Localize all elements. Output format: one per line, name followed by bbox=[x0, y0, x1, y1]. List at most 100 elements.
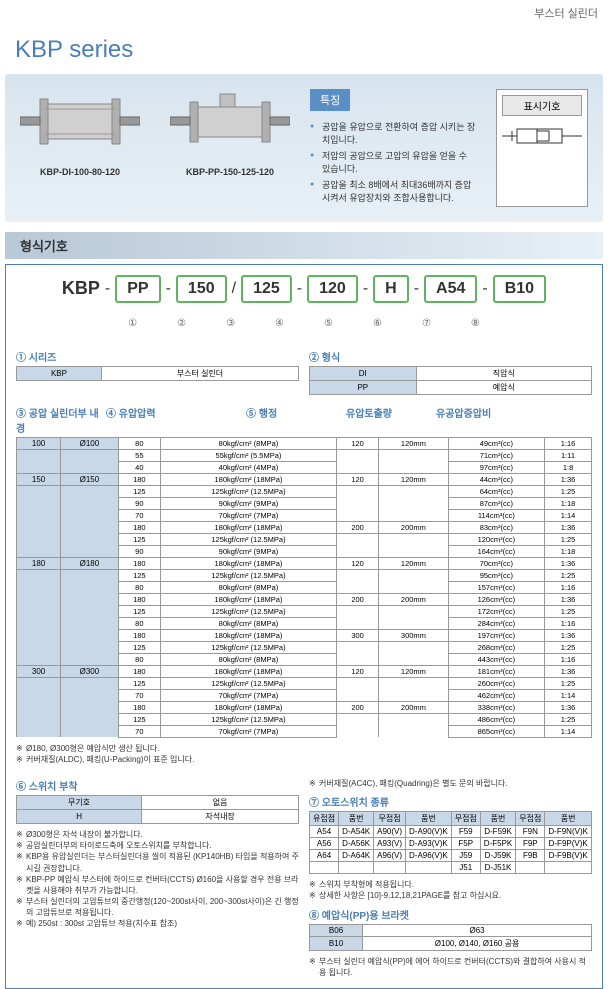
t6-title: ⑥ 스위치 부착 bbox=[16, 778, 299, 793]
main-cell bbox=[336, 677, 378, 689]
main-cell: 49cm³(cc) bbox=[448, 437, 544, 449]
t6r2: 자석내장 bbox=[142, 809, 299, 823]
t1-h: KBP bbox=[17, 366, 102, 380]
t2-r2: 예압식 bbox=[416, 380, 591, 394]
t7-cell: J51 bbox=[451, 862, 480, 874]
t2-h2: 직압식 bbox=[416, 366, 591, 380]
model-prefix: KBP bbox=[62, 278, 100, 299]
main-cell: 180 bbox=[118, 701, 160, 713]
hero-images: KBP-DI-100-80-120 KBP-PP-150-125-120 bbox=[20, 89, 290, 207]
t7-cell: F9P bbox=[516, 838, 545, 850]
main-cell bbox=[17, 533, 61, 545]
main-cell bbox=[61, 605, 119, 617]
main-cell: 180kgf/cm² (18MPa) bbox=[160, 593, 336, 605]
main-cell bbox=[379, 509, 448, 521]
main-cell: 1:25 bbox=[545, 713, 592, 725]
note-item: 커버재질(ALDC), 패킹(U-Packing)이 표준 입니다. bbox=[16, 754, 592, 765]
main-cell bbox=[336, 725, 378, 737]
main-cell: 125kgf/cm² (12.5MPa) bbox=[160, 605, 336, 617]
t7-cell: D-A93(V)K bbox=[406, 838, 452, 850]
note-item: 상세한 사항은 [10]-9,12,18,21PAGE를 참고 하십시요. bbox=[309, 890, 592, 901]
symbol-title: 표시기호 bbox=[502, 95, 582, 116]
main-cell: 284cm³(cc) bbox=[448, 617, 544, 629]
model-sep: - bbox=[414, 280, 419, 298]
main-cell: 125 bbox=[118, 677, 160, 689]
features-list: 공압을 유압으로 전환하여 증압 시키는 장치입니다.저압의 공압으로 고압의 … bbox=[310, 119, 476, 207]
format-section-header: 형식기호 bbox=[5, 232, 603, 259]
main-cell bbox=[336, 533, 378, 545]
features-box: 특징 공압을 유압으로 전환하여 증압 시키는 장치입니다.저압의 공압으로 고… bbox=[310, 89, 476, 207]
main-cell: 70kgf/cm² (7MPa) bbox=[160, 725, 336, 737]
main-cell: 120 bbox=[336, 557, 378, 569]
t2-table: DI직압식 PP예압식 bbox=[309, 366, 592, 395]
feature-item: 공압을 유압으로 전환하여 증압 시키는 장치입니다. bbox=[310, 119, 476, 148]
t7-cell: A56 bbox=[310, 838, 339, 850]
t7-cell bbox=[339, 862, 374, 874]
t7-header: 무접점 bbox=[516, 812, 545, 826]
t5-title: ⑤ 행정 bbox=[246, 405, 346, 435]
main-cell: 80 bbox=[118, 437, 160, 449]
main-cell: 70 bbox=[118, 725, 160, 737]
t6-table: 무기호없음 H자석내장 bbox=[16, 795, 299, 824]
main-cell bbox=[379, 713, 448, 725]
main-cell bbox=[61, 569, 119, 581]
main-cell: 197cm³(cc) bbox=[448, 629, 544, 641]
main-cell bbox=[61, 449, 119, 461]
t7-cell: D-F9B(V)K bbox=[545, 850, 592, 862]
main-cell bbox=[379, 545, 448, 557]
main-cell: 200mm bbox=[379, 521, 448, 533]
t7-cell bbox=[516, 862, 545, 874]
main-cell bbox=[61, 677, 119, 689]
main-cell: 55kgf/cm² (5.5MPa) bbox=[160, 449, 336, 461]
main-cell: 180 bbox=[118, 473, 160, 485]
main-cell bbox=[17, 617, 61, 629]
main-cell bbox=[336, 713, 378, 725]
cylinder-image-2: KBP-PP-150-125-120 bbox=[170, 89, 290, 207]
main-cell: 70 bbox=[118, 509, 160, 521]
model-num: ⑧ bbox=[471, 318, 480, 329]
t7-cell: D-F59K bbox=[480, 826, 515, 838]
t7-cell: D-F5PK bbox=[480, 838, 515, 850]
main-cell: 80kgf/cm² (8MPa) bbox=[160, 437, 336, 449]
main-cell bbox=[336, 581, 378, 593]
main-cell: 200mm bbox=[379, 593, 448, 605]
t7-cell: D-A54K bbox=[339, 826, 374, 838]
main-cell bbox=[61, 533, 119, 545]
model-segment: 150 bbox=[176, 275, 227, 303]
main-cell: 125 bbox=[118, 485, 160, 497]
main-cell: 180kgf/cm² (18MPa) bbox=[160, 701, 336, 713]
t6h1: 무기호 bbox=[17, 795, 142, 809]
main-cell: 80 bbox=[118, 653, 160, 665]
main-cell bbox=[379, 461, 448, 473]
product-type-label: 부스터 실린더 bbox=[0, 0, 608, 26]
t7-cell bbox=[374, 862, 406, 874]
model-sep: / bbox=[232, 280, 236, 298]
main-cell bbox=[379, 605, 448, 617]
main-cell: 83cm³(cc) bbox=[448, 521, 544, 533]
main-cell bbox=[17, 569, 61, 581]
t7-cell: D-A96(V)K bbox=[406, 850, 452, 862]
t6b-note-list: 커버재질(AC4C), 패킹(Quadring)은 별도 문의 바랍니다. bbox=[309, 778, 592, 789]
main-cell bbox=[61, 641, 119, 653]
cylinder-image-1: KBP-DI-100-80-120 bbox=[20, 89, 140, 207]
t7-table: 유접점품번무접점품번무접점품번무접점품번A54D-A54KA90(V)D-A90… bbox=[309, 811, 592, 874]
main-cell: 100 bbox=[17, 437, 61, 449]
main-cell bbox=[379, 533, 448, 545]
feature-item: 저압의 공압으로 고압의 유압을 얻을 수 있습니다. bbox=[310, 148, 476, 177]
model-num: ④ bbox=[275, 318, 284, 329]
main-cell: 300 bbox=[17, 665, 61, 677]
main-cell: 1:36 bbox=[545, 701, 592, 713]
main-cell bbox=[379, 653, 448, 665]
main-cell: 181cm³(cc) bbox=[448, 665, 544, 677]
main-cell: 462cm³(cc) bbox=[448, 689, 544, 701]
main-cell: 1:25 bbox=[545, 485, 592, 497]
note-item: 공압실린더부의 타이로드축에 오토스위치를 부착합니다. bbox=[16, 840, 299, 851]
model-num: ① bbox=[128, 318, 137, 329]
main-cell: 1:25 bbox=[545, 569, 592, 581]
main-cell bbox=[17, 641, 61, 653]
content-box: KBP-PP-150/125-120-H-A54-B10 ①②③④⑤⑥⑦⑧ ① … bbox=[5, 264, 603, 989]
model-sep: - bbox=[363, 280, 368, 298]
main-cell bbox=[17, 497, 61, 509]
main-cell: 90kgf/cm² (9MPa) bbox=[160, 545, 336, 557]
main-cell bbox=[17, 509, 61, 521]
